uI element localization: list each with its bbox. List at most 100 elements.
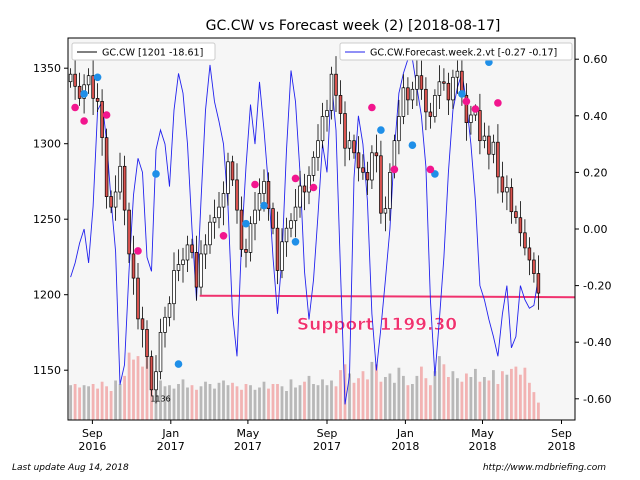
volume-bar [262, 381, 266, 420]
volume-bar [181, 379, 185, 420]
candle-up [163, 316, 167, 333]
candle-down [532, 259, 536, 274]
volume-bar [289, 379, 293, 420]
candle-down [374, 152, 379, 157]
candle-up [118, 165, 122, 193]
volume-bar [190, 385, 194, 420]
candle-down [464, 95, 469, 123]
candle-down [419, 75, 424, 90]
candle-down [406, 87, 410, 101]
volume-bar [447, 377, 450, 420]
volume-bar [267, 388, 270, 420]
volume-bar [510, 368, 513, 420]
y-right-tick-label: 0.40 [583, 110, 608, 123]
volume-bar [217, 382, 221, 420]
x-tick-year-label: 2017 [157, 440, 185, 453]
volume-bar [69, 385, 72, 420]
y-right-tick-label: -0.60 [583, 393, 611, 406]
candle-down [379, 155, 383, 214]
sell-signal-marker [219, 232, 228, 240]
volume-bar [78, 387, 81, 420]
volume-bar [303, 381, 306, 420]
volume-bar [397, 367, 401, 420]
candle-up [176, 264, 181, 271]
candle-down [91, 75, 95, 99]
candle-up [226, 161, 230, 194]
volume-bar [199, 386, 203, 420]
volume-bar [118, 384, 122, 420]
volume-bar [316, 385, 320, 420]
candle-down [127, 209, 131, 255]
candle-up [410, 88, 415, 101]
volume-bar [460, 381, 464, 420]
volume-bar [258, 387, 261, 420]
volume-bar [100, 381, 104, 420]
volume-bar [163, 386, 167, 420]
legend-right-label: GC.CW.Forecast.week.2.vt [-0.27 -0.17] [370, 48, 557, 59]
volume-bar [226, 385, 230, 420]
candle-down [100, 101, 104, 138]
volume-bar [492, 370, 495, 420]
candle-down [230, 161, 235, 181]
x-tick-year-label: 2018 [469, 440, 497, 453]
volume-bar [114, 380, 117, 420]
candle-up [154, 371, 158, 391]
y-right-tick-label: 0.60 [583, 53, 608, 66]
candle-down [500, 176, 505, 193]
candle-down [428, 111, 433, 117]
volume-bar [339, 370, 342, 420]
candle-down [136, 277, 140, 320]
volume-bar [186, 387, 189, 420]
volume-bar [109, 391, 113, 420]
volume-bar [402, 375, 405, 420]
x-tick-year-label: 2018 [391, 440, 419, 453]
candle-up [311, 156, 316, 176]
sell-signal-marker [71, 103, 79, 112]
candle-up [113, 191, 118, 208]
sell-signal-marker [102, 111, 111, 119]
x-tick-label: May [471, 427, 494, 440]
candle-down [239, 209, 244, 250]
x-tick-year-label: 2018 [548, 440, 576, 453]
volume-bar [330, 380, 333, 420]
volume-bar [271, 384, 275, 420]
candle-up [397, 116, 401, 142]
plot-area [68, 38, 575, 420]
candle-down [131, 253, 136, 279]
volume-bar [307, 375, 311, 420]
support-label: Support 1199.30 [297, 315, 457, 335]
x-tick-label: Jan [161, 427, 179, 440]
buy-signal-marker [291, 238, 300, 246]
sell-signal-marker [462, 97, 471, 106]
candle-up [208, 221, 212, 246]
volume-bar [334, 386, 338, 420]
volume-bar [73, 384, 77, 420]
source-url-text: http://www.mdbriefing.com [482, 463, 606, 473]
volume-bar [357, 378, 360, 420]
volume-bar [366, 379, 369, 420]
y-left-tick-label: 1250 [33, 213, 61, 226]
buy-signal-marker [408, 141, 417, 149]
y-right-tick-label: -0.20 [583, 280, 611, 293]
candle-down [536, 273, 541, 294]
support-level-line [199, 294, 576, 299]
candle-down [361, 167, 365, 173]
y-left-tick-label: 1150 [33, 364, 61, 377]
y-left-tick-label: 1300 [33, 138, 61, 151]
candle-down [190, 244, 194, 253]
x-tick-year-label: 2017 [313, 440, 341, 453]
volume-bar [379, 381, 383, 420]
candle-up [433, 95, 437, 117]
y-axis-left: 1150 1200 1250 1300 1350 [33, 62, 68, 377]
volume-bar [222, 380, 225, 420]
x-tick-year-label: 2016 [78, 440, 106, 453]
candle-up [307, 175, 311, 193]
volume-bar [132, 359, 135, 420]
candle-up [167, 303, 172, 318]
volume-bar [127, 352, 131, 420]
sell-signal-marker [426, 165, 435, 174]
candle-down [424, 88, 428, 113]
sell-signal-marker [390, 165, 399, 174]
volume-bar [532, 392, 536, 420]
